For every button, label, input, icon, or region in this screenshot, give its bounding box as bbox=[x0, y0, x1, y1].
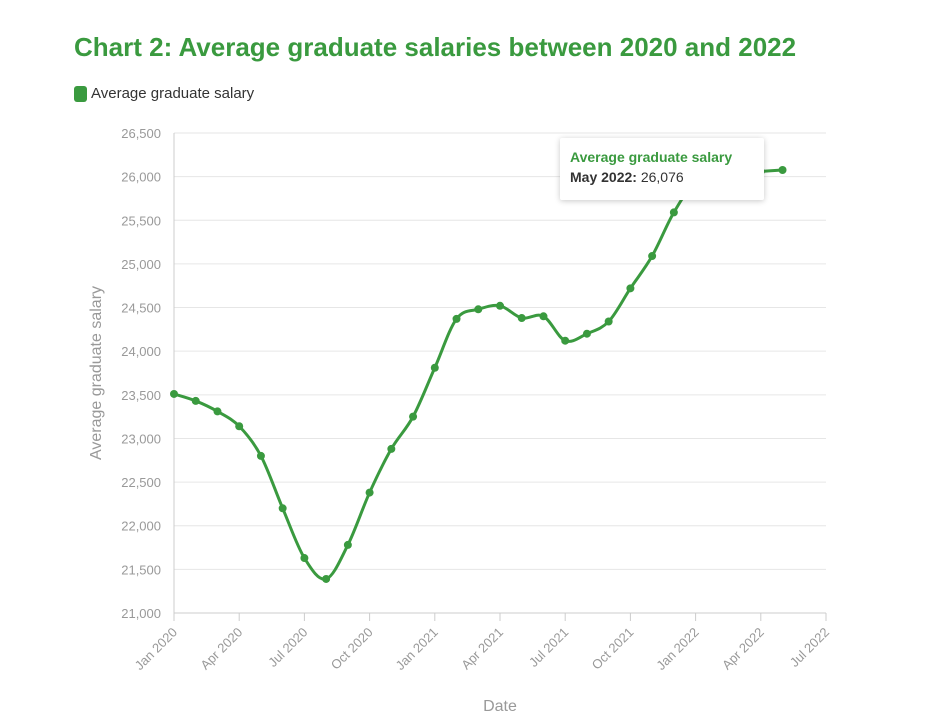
data-point bbox=[343, 540, 352, 549]
legend-item[interactable]: Average graduate salary bbox=[74, 85, 254, 102]
data-point bbox=[582, 329, 591, 338]
data-point bbox=[626, 284, 635, 293]
data-point bbox=[517, 314, 526, 323]
data-point bbox=[452, 314, 461, 323]
x-tick-label: Apr 2022 bbox=[719, 625, 767, 673]
tooltip: Average graduate salary May 2022: 26,076 bbox=[560, 138, 764, 200]
y-tick-label: 21,500 bbox=[121, 562, 161, 577]
y-axis-title: Average graduate salary bbox=[88, 286, 105, 460]
data-point bbox=[409, 412, 418, 421]
data-point bbox=[170, 389, 178, 398]
y-tick-label: 26,500 bbox=[121, 126, 161, 141]
data-point bbox=[539, 312, 548, 321]
y-tick-label: 23,500 bbox=[121, 388, 161, 403]
data-point bbox=[235, 422, 244, 431]
x-tick-label: Oct 2021 bbox=[589, 625, 637, 673]
y-tick-label: 24,500 bbox=[121, 301, 161, 316]
x-tick-label: Oct 2020 bbox=[328, 625, 376, 673]
data-point bbox=[430, 363, 439, 372]
x-tick-label: Apr 2021 bbox=[458, 625, 506, 673]
data-point bbox=[256, 451, 265, 460]
y-tick-label: 23,000 bbox=[121, 431, 161, 446]
x-axis-title: Date bbox=[483, 698, 517, 715]
y-tick-label: 21,000 bbox=[121, 606, 161, 621]
legend-swatch bbox=[74, 85, 87, 102]
x-tick-label: Jan 2022 bbox=[653, 625, 701, 673]
data-point bbox=[191, 396, 200, 405]
y-tick-label: 22,000 bbox=[121, 519, 161, 534]
series-line bbox=[172, 168, 785, 581]
y-tick-label: 26,000 bbox=[121, 170, 161, 185]
legend-label: Average graduate salary bbox=[91, 85, 255, 102]
x-tick-label: Jul 2020 bbox=[265, 625, 310, 670]
x-tick-label: Jul 2021 bbox=[526, 625, 571, 670]
data-point bbox=[561, 336, 570, 345]
y-tick-label: 22,500 bbox=[121, 475, 161, 490]
tooltip-value: 26,076 bbox=[640, 169, 684, 185]
data-point bbox=[604, 317, 613, 326]
tooltip-date: May 2022: bbox=[570, 169, 637, 185]
data-point bbox=[778, 166, 787, 175]
data-point bbox=[669, 208, 678, 217]
data-point bbox=[474, 305, 483, 314]
tooltip-series-name: Average graduate salary bbox=[570, 149, 733, 165]
data-point bbox=[648, 252, 657, 261]
data-point bbox=[322, 574, 331, 583]
data-point bbox=[496, 301, 504, 310]
x-tick-label: Jan 2021 bbox=[392, 625, 440, 673]
data-point bbox=[300, 554, 309, 563]
chart-title: Chart 2: Average graduate salaries betwe… bbox=[74, 32, 797, 62]
data-point bbox=[365, 488, 374, 497]
y-tick-label: 25,500 bbox=[121, 213, 161, 228]
data-point bbox=[278, 504, 287, 513]
x-tick-label: Jul 2022 bbox=[787, 625, 832, 670]
y-tick-label: 24,000 bbox=[121, 344, 161, 359]
data-point bbox=[213, 407, 222, 416]
x-tick-label: Apr 2020 bbox=[197, 625, 245, 673]
x-tick-label: Jan 2020 bbox=[132, 625, 180, 673]
tooltip-value-line: May 2022: 26,076 bbox=[570, 169, 754, 185]
data-point bbox=[387, 444, 396, 453]
y-tick-label: 25,000 bbox=[121, 257, 161, 272]
